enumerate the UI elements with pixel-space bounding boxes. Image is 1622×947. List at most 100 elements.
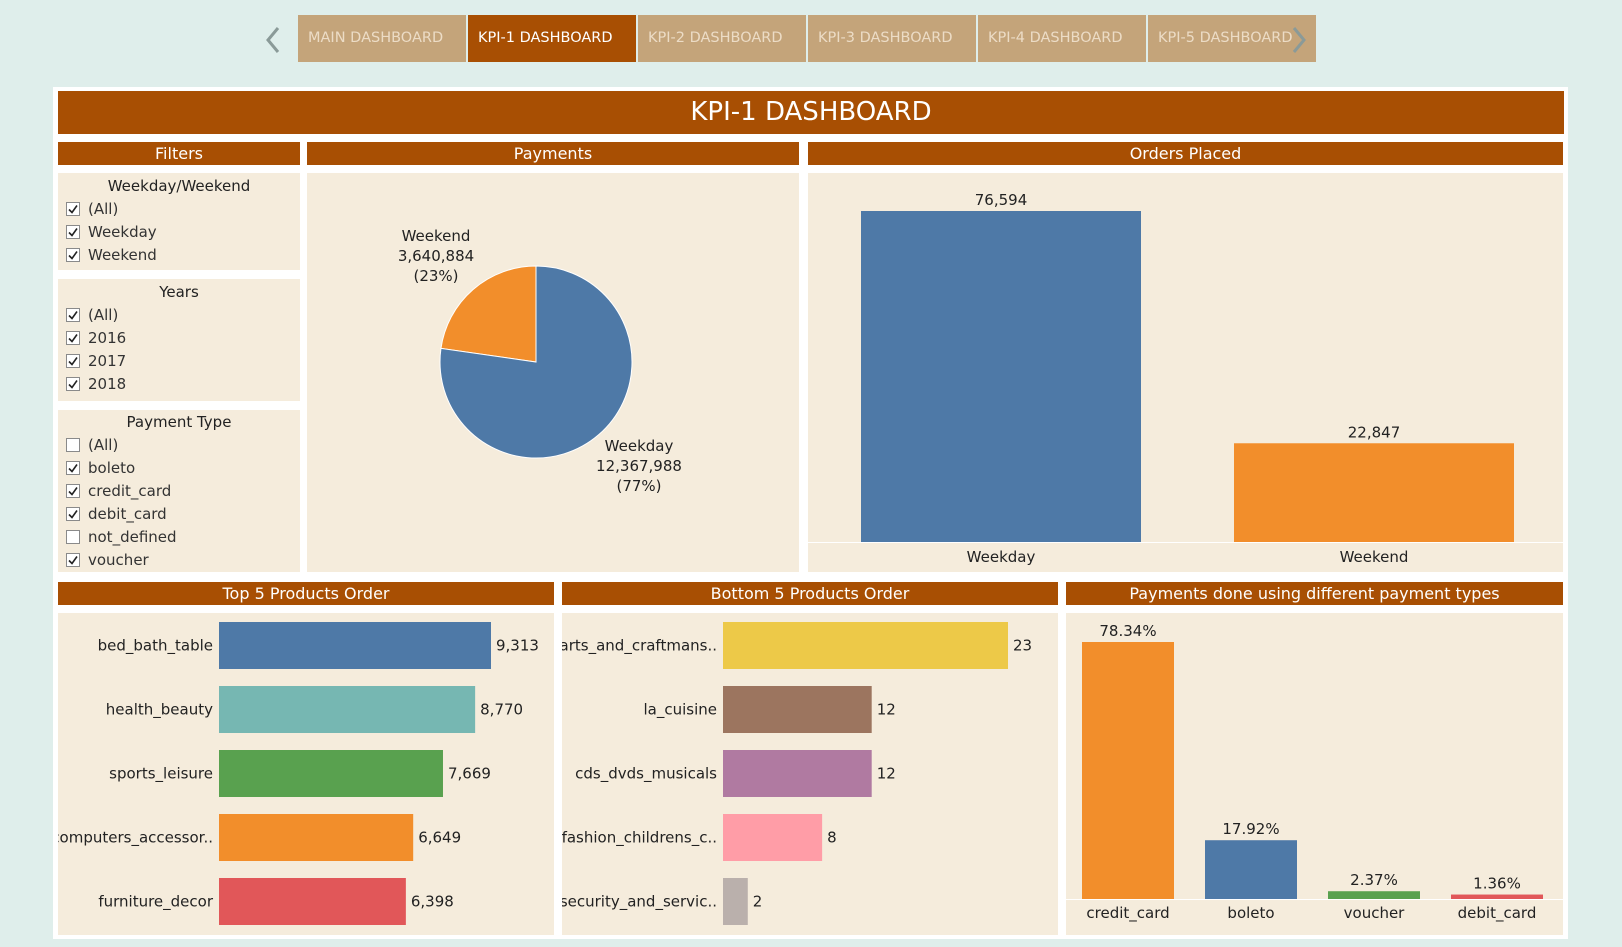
tab-main-dashboard[interactable]: MAIN DASHBOARD <box>298 15 466 62</box>
bar-value-label: 8 <box>827 829 837 847</box>
filter-option-voucher[interactable]: voucher <box>66 550 149 570</box>
tab-kpi-2-dashboard[interactable]: KPI-2 DASHBOARD <box>638 15 806 62</box>
bar-furniture-decor[interactable] <box>219 878 406 925</box>
bar-category-label: cds_dvds_musicals <box>575 765 717 784</box>
bar-category-label: debit_card <box>1458 904 1537 923</box>
bar-boleto[interactable] <box>1205 840 1297 899</box>
tab-kpi-1-dashboard[interactable]: KPI-1 DASHBOARD <box>468 15 636 62</box>
filter-option-weekday[interactable]: Weekday <box>66 222 157 242</box>
filter-option-debit-card[interactable]: debit_card <box>66 504 167 524</box>
pie-pct-weekday: (77%) <box>616 477 661 495</box>
bar-sports-leisure[interactable] <box>219 750 443 797</box>
nav-next-button[interactable] <box>1286 20 1310 60</box>
bar-value-label: 8,770 <box>480 701 523 719</box>
filter-payment-type: Payment Type (All) boleto credit_card debit… <box>58 410 300 572</box>
bar-value-label: 2 <box>753 893 763 911</box>
bar-cds-dvds-musicals[interactable] <box>723 750 872 797</box>
filter-option-boleto[interactable]: boleto <box>66 458 135 478</box>
top5-bar-chart: bed_bath_table 9,313 health_beauty 8,770 spo… <box>51 622 539 925</box>
filter-option-credit-card[interactable]: credit_card <box>66 481 171 501</box>
tab-kpi-5-dashboard[interactable]: KPI-5 DASHBOARD <box>1148 15 1316 62</box>
bar-category-label: security_and_servic.. <box>562 893 717 912</box>
bar-category-label: Weekday <box>967 548 1036 566</box>
bottom5-bar-chart: arts_and_craftmans.. 23 la_cuisine 12 cds_dv… <box>560 622 1032 925</box>
bar-category-label: health_beauty <box>106 701 213 720</box>
bar-category-label: voucher <box>1344 904 1406 922</box>
filter-option-weekend[interactable]: Weekend <box>66 245 157 265</box>
filter-title: Weekday/Weekend <box>107 177 251 195</box>
checkbox[interactable] <box>66 530 80 544</box>
checkbox[interactable] <box>66 202 80 216</box>
paytypes-panel: 78.34% credit_card 17.92% boleto 2.37% vouche… <box>1066 613 1563 935</box>
checkmark-icon <box>68 205 78 214</box>
filter-option-all[interactable]: (All) <box>66 435 118 455</box>
filters-header: Filters <box>58 142 300 165</box>
checkbox[interactable] <box>66 438 80 452</box>
bar-computers-accessor[interactable] <box>219 814 414 861</box>
checkbox[interactable] <box>66 225 80 239</box>
nav-prev-button[interactable] <box>262 20 286 60</box>
bar-category-label: bed_bath_table <box>98 637 213 656</box>
filter-weekday-weekend: Weekday/Weekend (All) Weekday Weekend <box>58 173 300 270</box>
bar-credit-card[interactable] <box>1082 642 1174 899</box>
bar-health-beauty[interactable] <box>219 686 476 733</box>
pie-value-weekend: 3,640,884 <box>398 247 474 265</box>
checkbox[interactable] <box>66 461 80 475</box>
chevron-right-icon <box>1292 27 1306 53</box>
checkmark-icon <box>68 464 78 473</box>
tab-kpi-4-dashboard[interactable]: KPI-4 DASHBOARD <box>978 15 1146 62</box>
orders-panel: 76,594 Weekday 22,847 Weekend <box>808 173 1563 572</box>
checkbox[interactable] <box>66 553 80 567</box>
top5-panel: bed_bath_table 9,313 health_beauty 8,770 spo… <box>51 613 554 935</box>
checkbox[interactable] <box>66 354 80 368</box>
bar-category-label: credit_card <box>1086 904 1169 923</box>
checkbox[interactable] <box>66 331 80 345</box>
filter-option-2018[interactable]: 2018 <box>66 374 126 394</box>
pie-slice-weekday[interactable] <box>439 265 633 459</box>
bar-value-label: 12 <box>877 765 896 783</box>
checkbox[interactable] <box>66 507 80 521</box>
filter-option-2017[interactable]: 2017 <box>66 351 126 371</box>
pie-slice-weekend[interactable] <box>440 265 537 363</box>
filter-years: Years (All) 2016 2017 2018 <box>58 279 300 401</box>
bar-bed-bath-table[interactable] <box>219 622 491 669</box>
pie-label-weekend: Weekend <box>402 227 471 245</box>
filter-option-not-defined[interactable]: not_defined <box>66 527 177 547</box>
filter-option-label: 2016 <box>88 329 127 347</box>
bar-la-cuisine[interactable] <box>723 686 872 733</box>
chevron-left-icon <box>266 27 280 53</box>
filter-title: Years <box>159 283 199 301</box>
bar-arts-and-craftmans[interactable] <box>723 622 1008 669</box>
orders-header: Orders Placed <box>808 142 1563 165</box>
filter-option-2016[interactable]: 2016 <box>66 328 126 348</box>
filter-option-all[interactable]: (All) <box>66 199 118 219</box>
checkmark-icon <box>68 251 78 260</box>
filter-option-all[interactable]: (All) <box>66 305 118 325</box>
checkbox[interactable] <box>66 248 80 262</box>
bar-value-label: 1.36% <box>1473 875 1521 893</box>
bar-weekend[interactable] <box>1234 443 1514 542</box>
filter-option-label: credit_card <box>88 482 172 500</box>
bar-weekday[interactable] <box>861 211 1141 542</box>
bottom5-panel: arts_and_craftmans.. 23 la_cuisine 12 cds_dv… <box>560 613 1058 935</box>
bar-value-label: 78.34% <box>1099 622 1156 640</box>
checkmark-icon <box>68 380 78 389</box>
bar-category-label: boleto <box>1227 904 1274 922</box>
bar-value-label: 9,313 <box>496 637 539 655</box>
bar-fashion-childrens-c[interactable] <box>723 814 823 861</box>
bar-value-label: 2.37% <box>1350 871 1398 889</box>
bar-category-label: la_cuisine <box>644 701 718 720</box>
bar-security-and-servic[interactable] <box>723 878 748 925</box>
filter-option-label: (All) <box>88 436 119 454</box>
filter-option-label: (All) <box>88 306 119 324</box>
bar-debit-card[interactable] <box>1451 894 1543 899</box>
filter-option-label: voucher <box>88 551 149 569</box>
bar-value-label: 6,649 <box>418 829 461 847</box>
bar-value-label: 76,594 <box>975 191 1028 209</box>
checkbox[interactable] <box>66 377 80 391</box>
checkbox[interactable] <box>66 308 80 322</box>
bar-voucher[interactable] <box>1328 891 1420 899</box>
bar-value-label: 7,669 <box>448 765 491 783</box>
tab-kpi-3-dashboard[interactable]: KPI-3 DASHBOARD <box>808 15 976 62</box>
checkbox[interactable] <box>66 484 80 498</box>
